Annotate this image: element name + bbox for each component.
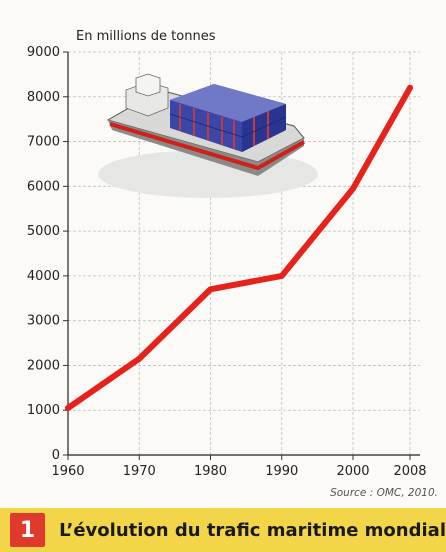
- y-tick-label: 5000: [27, 224, 60, 239]
- data-point: [278, 272, 285, 279]
- caption-bar: 1 L’évolution du trafic maritime mondial: [0, 508, 446, 552]
- y-axis-ticks: 0 1000 2000 3000 4000 5000 6000 7000 8000 9000: [27, 45, 68, 463]
- y-tick-label: 8000: [27, 90, 60, 105]
- document-title: L’évolution du trafic maritime mondial: [59, 519, 446, 541]
- x-tick-label: 1970: [123, 464, 156, 479]
- x-tick-label: 2000: [336, 464, 369, 479]
- data-point: [207, 286, 214, 293]
- data-point: [350, 185, 356, 192]
- x-axis-ticks: 1960 1970 1980 1990 2000 2008: [51, 455, 427, 479]
- document-number-badge: 1: [10, 513, 46, 547]
- y-tick-label: 0: [52, 448, 60, 463]
- series-line: [65, 84, 413, 411]
- x-tick-label: 2008: [393, 464, 426, 479]
- x-tick-label: 1980: [194, 464, 227, 479]
- y-axis-label: En millions de tonnes: [76, 29, 216, 44]
- x-tick-label: 1960: [51, 464, 84, 479]
- x-tick-label: 1990: [265, 464, 298, 479]
- data-point: [136, 355, 143, 362]
- data-points: [65, 84, 413, 411]
- y-tick-label: 4000: [27, 269, 60, 284]
- source-note: Source : OMC, 2010.: [330, 487, 438, 499]
- y-tick-label: 3000: [27, 314, 60, 329]
- y-tick-label: 9000: [27, 45, 60, 60]
- chart-axes: [67, 52, 420, 456]
- y-tick-label: 6000: [27, 179, 60, 194]
- y-tick-label: 2000: [27, 358, 60, 373]
- y-tick-label: 7000: [27, 135, 60, 150]
- data-point: [65, 404, 71, 411]
- line-chart: 1960 1970 1980 1990 2000 2008 0 1000 2000 3000 40…: [27, 29, 427, 479]
- y-tick-label: 1000: [27, 403, 60, 418]
- data-point: [407, 84, 413, 91]
- container-ship-icon: [98, 73, 318, 198]
